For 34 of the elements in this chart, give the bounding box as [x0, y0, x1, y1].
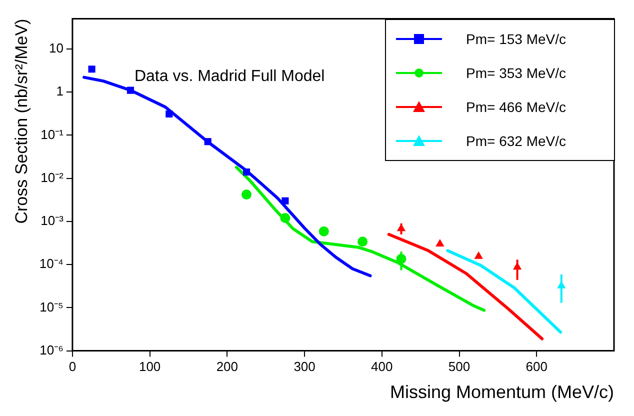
point [166, 110, 173, 118]
legend-label: Pm= 153 MeV/c [466, 30, 566, 47]
y-tick-label: 10 [48, 40, 64, 56]
y-axis-title: Cross Section (nb/sr²/MeV) [12, 18, 31, 224]
x-tick-label: 0 [68, 359, 76, 374]
y-tick-label: 10⁻⁵ [40, 299, 64, 314]
x-axis-title: Missing Momentum (MeV/c) [390, 382, 614, 402]
y-tick-label: 10⁻⁶ [40, 342, 64, 358]
annotation: Data vs. Madrid Full Model [134, 68, 325, 86]
point [318, 226, 329, 236]
point [242, 168, 250, 176]
x-tick-label: 100 [138, 359, 161, 374]
point [358, 236, 368, 247]
point [88, 66, 96, 73]
x-tick-label: 600 [526, 359, 548, 374]
x-tick-label: 200 [216, 359, 238, 374]
point [204, 138, 212, 146]
y-tick-label: 10⁻³ [40, 213, 64, 228]
y-tick-label: 10⁻⁴ [39, 256, 64, 272]
point [126, 86, 134, 94]
y-tick-label: 10⁻² [40, 170, 64, 185]
legend-label: Pm= 466 MeV/c [466, 98, 566, 115]
legend-label: Pm= 353 MeV/c [466, 64, 566, 81]
x-tick-label: 400 [371, 359, 393, 374]
point [436, 238, 444, 246]
point [280, 213, 290, 224]
y-tick-label: 10⁻¹ [40, 126, 64, 142]
x-tick-label: 300 [294, 359, 316, 374]
point [474, 251, 483, 259]
legend-label: Pm= 632 MeV/c [466, 132, 566, 149]
y-tick-label: 1 [56, 84, 64, 99]
x-tick-label: 500 [448, 359, 470, 374]
point [282, 197, 289, 204]
point [242, 190, 252, 200]
